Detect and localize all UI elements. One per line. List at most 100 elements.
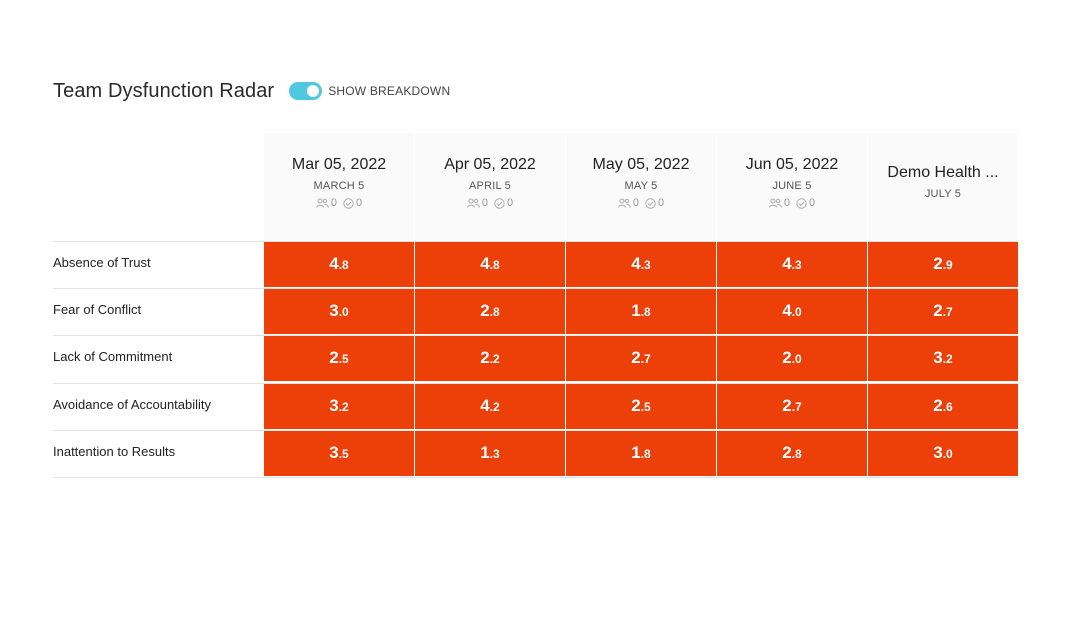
heatmap-cell[interactable]: 4.2 [415, 384, 565, 429]
cell-score: 1.8 [631, 443, 651, 462]
cell-breakdown-chart [566, 431, 716, 476]
cell-score: 2.7 [933, 301, 953, 320]
cell-score: 2.2 [480, 348, 500, 367]
column-header-mar[interactable]: Mar 05, 2022 MARCH 5 0 0 [264, 133, 414, 241]
cell-breakdown-chart [717, 384, 867, 429]
column-date: Apr 05, 2022 [444, 156, 536, 173]
column-header-demo[interactable]: Demo Health ... JULY 5 [868, 133, 1018, 241]
breakdown-band [415, 384, 565, 429]
cell-score: 2.9 [933, 254, 953, 273]
breakdown-band [868, 336, 1018, 381]
heatmap-cell[interactable]: 4.0 [717, 289, 867, 334]
heatmap-cell[interactable]: 4.3 [566, 242, 716, 287]
heatmap-cell[interactable]: 1.8 [566, 431, 716, 476]
cell-score: 2.6 [933, 396, 953, 415]
cell-score: 2.5 [329, 348, 349, 367]
heatmap-cell[interactable]: 1.3 [415, 431, 565, 476]
column-header-jun[interactable]: Jun 05, 2022 JUNE 5 0 0 [717, 133, 867, 241]
breakdown-band [868, 242, 1018, 287]
heatmap-cell[interactable]: 1.8 [566, 289, 716, 334]
cell-score: 3.5 [329, 443, 349, 462]
column-header-may[interactable]: May 05, 2022 MAY 5 0 0 [566, 133, 716, 241]
heatmap-cell[interactable]: 2.7 [868, 289, 1018, 334]
column-counts: 0 0 [415, 197, 565, 209]
column-subtitle: JUNE 5 [772, 180, 812, 192]
cell-score: 4.3 [631, 254, 651, 273]
check-circle-icon [343, 197, 354, 209]
responses-count: 0 [494, 197, 513, 209]
cell-breakdown-chart [415, 336, 565, 381]
cell-breakdown-chart [868, 289, 1018, 334]
row-label-fear-of-conflict: Fear of Conflict [53, 302, 142, 317]
heatmap-cell[interactable]: 4.8 [415, 242, 565, 287]
heatmap-cell[interactable]: 2.7 [717, 384, 867, 429]
breakdown-band [264, 336, 414, 381]
row-divider [53, 335, 1018, 336]
cell-breakdown-chart [264, 242, 414, 287]
cell-score: 2.0 [782, 348, 802, 367]
breakdown-band [566, 242, 716, 287]
heatmap-cell[interactable]: 3.2 [868, 336, 1018, 381]
breakdown-band [717, 242, 867, 287]
breakdown-band [717, 289, 867, 334]
column-date: May 05, 2022 [592, 156, 690, 173]
heatmap-cell[interactable]: 2.9 [868, 242, 1018, 287]
cell-breakdown-chart [415, 289, 565, 334]
heatmap-cell[interactable]: 2.0 [717, 336, 867, 381]
heatmap-cell[interactable]: 2.6 [868, 384, 1018, 429]
heatmap-cell[interactable]: 2.8 [717, 431, 867, 476]
column-subtitle: JULY 5 [924, 188, 962, 200]
heatmap-cell[interactable]: 3.2 [264, 384, 414, 429]
cell-breakdown-chart [264, 336, 414, 381]
breakdown-band [717, 336, 867, 381]
cell-score: 2.8 [480, 301, 500, 320]
row-label-absence-of-trust: Absence of Trust [53, 255, 151, 270]
breakdown-band [415, 336, 565, 381]
heatmap-cell[interactable]: 2.5 [264, 336, 414, 381]
heatmap-cell[interactable]: 3.0 [868, 431, 1018, 476]
cell-score: 3.2 [933, 348, 953, 367]
cell-score: 4.3 [782, 254, 802, 273]
cell-breakdown-chart [415, 242, 565, 287]
check-circle-icon [645, 197, 656, 209]
row-label-lack-of-commitment: Lack of Commitment [53, 349, 173, 364]
cell-breakdown-chart [415, 384, 565, 429]
heatmap-cell[interactable]: 4.8 [264, 242, 414, 287]
cell-breakdown-chart [717, 431, 867, 476]
column-date: Demo Health ... [887, 164, 999, 181]
toggle-knob [307, 85, 320, 97]
toggle-label: SHOW BREAKDOWN [328, 84, 451, 98]
breakdown-band [566, 336, 716, 381]
cell-breakdown-chart [264, 431, 414, 476]
heatmap-cell[interactable]: 2.5 [566, 384, 716, 429]
cell-score: 2.5 [631, 396, 651, 415]
cell-breakdown-chart [868, 431, 1018, 476]
column-counts: 0 0 [717, 197, 867, 209]
cell-breakdown-chart [868, 336, 1018, 381]
participants-count: 0 [617, 197, 639, 209]
show-breakdown-toggle[interactable] [289, 82, 323, 100]
heatmap-cell[interactable]: 3.5 [264, 431, 414, 476]
cell-breakdown-chart [566, 289, 716, 334]
responses-count: 0 [645, 197, 664, 209]
breakdown-band [566, 384, 716, 429]
heatmap-cell[interactable]: 2.8 [415, 289, 565, 334]
heatmap-cell[interactable]: 2.2 [415, 336, 565, 381]
people-icon [617, 198, 631, 208]
heatmap-cell[interactable]: 4.3 [717, 242, 867, 287]
cell-breakdown-chart [717, 336, 867, 381]
check-circle-icon [494, 197, 505, 209]
cell-score: 3.2 [329, 396, 349, 415]
heatmap-cell[interactable]: 3.0 [264, 289, 414, 334]
column-counts: 0 0 [566, 197, 716, 209]
row-label-inattention-to-results: Inattention to Results [53, 444, 176, 459]
responses-count: 0 [343, 197, 362, 209]
header: Team Dysfunction Radar SHOW BREAKDOWN [53, 78, 450, 104]
breakdown-band [264, 242, 414, 287]
people-icon [315, 198, 329, 208]
cell-breakdown-chart [566, 336, 716, 381]
column-header-apr[interactable]: Apr 05, 2022 APRIL 5 0 0 [415, 133, 565, 241]
heatmap-cell[interactable]: 2.7 [566, 336, 716, 381]
cell-breakdown-chart [717, 242, 867, 287]
breakdown-band [264, 431, 414, 476]
